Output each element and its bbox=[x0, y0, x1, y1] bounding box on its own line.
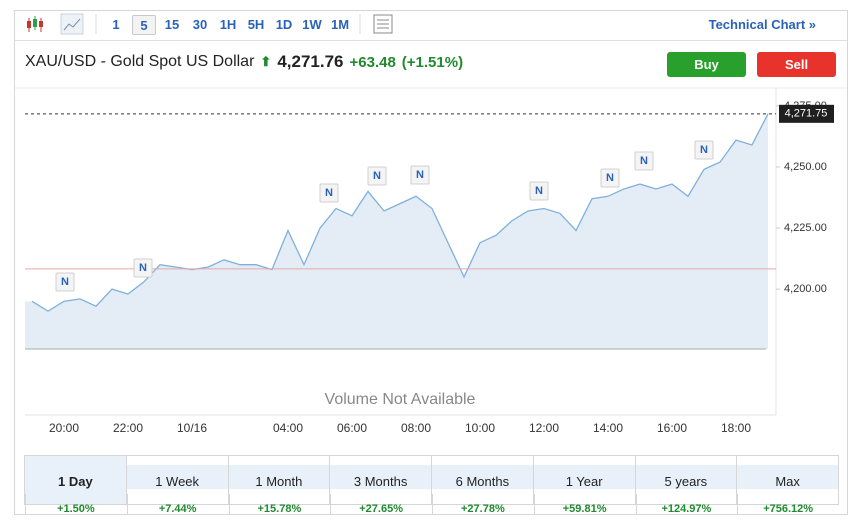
news-marker-label: N bbox=[640, 155, 648, 167]
x-tick-label: 20:00 bbox=[49, 421, 79, 435]
period-label: 1 Month bbox=[228, 465, 330, 489]
news-marker-label: N bbox=[606, 172, 614, 184]
interval-button[interactable]: 15 bbox=[164, 17, 180, 32]
period-tab[interactable]: 1 Month +15.78% bbox=[227, 456, 330, 515]
news-marker-label: N bbox=[535, 185, 543, 197]
interval-button[interactable]: 30 bbox=[192, 17, 208, 32]
x-tick-label: 18:00 bbox=[721, 421, 751, 435]
period-change: +7.44% bbox=[126, 494, 228, 515]
interval-button[interactable]: 1H bbox=[219, 17, 237, 32]
sell-button[interactable]: Sell bbox=[757, 52, 836, 77]
period-change: +27.78% bbox=[432, 494, 533, 515]
x-tick-label: 10/16 bbox=[177, 421, 207, 435]
interval-button[interactable]: 1W bbox=[302, 17, 322, 32]
interval-button[interactable]: 1M bbox=[330, 17, 350, 32]
news-marker bbox=[600, 168, 620, 188]
period-label: 5 years bbox=[635, 465, 737, 489]
news-marker bbox=[410, 165, 430, 185]
interval-button[interactable]: 1 bbox=[112, 17, 120, 32]
period-label: 3 Months bbox=[330, 465, 431, 489]
period-change: +27.65% bbox=[330, 494, 431, 515]
technical-chart-link[interactable]: Technical Chart » bbox=[708, 17, 816, 32]
news-marker bbox=[55, 272, 75, 292]
x-tick-label: 12:00 bbox=[529, 421, 559, 435]
period-change: +756.12% bbox=[737, 494, 838, 515]
period-tab[interactable]: 1 Year +59.81% bbox=[532, 456, 635, 515]
x-tick-label: 10:00 bbox=[465, 421, 495, 435]
toolbar-icons bbox=[27, 13, 393, 35]
period-change: +15.78% bbox=[228, 494, 330, 515]
header: XAU/USD - Gold Spot US Dollar ⬆ 4,271.76… bbox=[25, 52, 463, 72]
period-tab[interactable]: 6 Months +27.78% bbox=[431, 456, 533, 515]
news-marker bbox=[634, 151, 654, 171]
interval-list: 1 5 15 30 1H 5H 1D 1W 1M bbox=[104, 15, 352, 35]
news-marker bbox=[319, 183, 339, 203]
news-marker-label: N bbox=[139, 262, 147, 274]
news-marker-label: N bbox=[325, 187, 333, 199]
instrument: XAU/USD - Gold Spot US Dollar bbox=[25, 53, 255, 70]
price: 4,271.76 bbox=[277, 52, 344, 71]
x-tick-label: 22:00 bbox=[113, 421, 143, 435]
news-marker-label: N bbox=[416, 169, 424, 181]
period-tabs: 1 Day +1.50% 1 Week +7.44% 1 Month +15.78% 3 M… bbox=[24, 455, 839, 515]
area-fill bbox=[25, 113, 768, 350]
news-marker-label: N bbox=[373, 170, 381, 182]
last-price-label: 4,271.75 bbox=[785, 108, 828, 120]
news-marker-label: N bbox=[700, 144, 708, 156]
change-pct: (+1.51%) bbox=[401, 53, 464, 71]
y-tick-label: 4,225.00 bbox=[784, 222, 827, 234]
volume-note: Volume Not Available bbox=[325, 391, 476, 408]
x-tick-label: 08:00 bbox=[401, 421, 431, 435]
x-tick-label: 14:00 bbox=[593, 421, 623, 435]
news-marker bbox=[367, 166, 387, 186]
period-label: 1 Week bbox=[126, 465, 228, 489]
period-label: 1 Day bbox=[25, 465, 126, 489]
widget-frame bbox=[14, 10, 848, 515]
period-tab[interactable]: Max +756.12% bbox=[736, 456, 838, 515]
period-label: 1 Year bbox=[533, 465, 635, 489]
period-label: Max bbox=[737, 465, 838, 489]
news-marker-label: N bbox=[61, 276, 69, 288]
period-change: +1.50% bbox=[25, 494, 126, 515]
period-tab[interactable]: 1 Week +7.44% bbox=[125, 456, 228, 515]
price-line bbox=[31, 113, 769, 312]
interval-button[interactable]: 5 bbox=[132, 15, 156, 35]
toolbar: 1 5 15 30 1H 5H 1D 1W 1M Technical Chart » bbox=[15, 11, 847, 41]
buy-button[interactable]: Buy bbox=[667, 52, 746, 77]
period-tab[interactable]: 1 Day +1.50% bbox=[25, 456, 126, 515]
period-label: 6 Months bbox=[432, 465, 533, 489]
period-tab[interactable]: 3 Months +27.65% bbox=[329, 456, 431, 515]
x-tick-label: 06:00 bbox=[337, 421, 367, 435]
period-tab[interactable]: 5 years +124.97% bbox=[634, 456, 737, 515]
y-tick-label: 4,250.00 bbox=[784, 161, 827, 173]
news-marker bbox=[529, 181, 549, 201]
change: +63.48 bbox=[349, 53, 396, 71]
up-arrow: ⬆ bbox=[260, 54, 272, 69]
x-tick-label: 04:00 bbox=[273, 421, 303, 435]
period-change: +59.81% bbox=[533, 494, 635, 515]
period-change: +124.97% bbox=[635, 494, 737, 515]
x-tick-label: 16:00 bbox=[657, 421, 687, 435]
news-marker bbox=[694, 140, 714, 160]
last-price-box bbox=[779, 104, 834, 123]
interval-button[interactable]: 1D bbox=[275, 17, 293, 32]
interval-button[interactable]: 5H bbox=[247, 17, 265, 32]
news-marker bbox=[133, 258, 153, 278]
y-tick-label: 4,200.00 bbox=[784, 283, 827, 295]
